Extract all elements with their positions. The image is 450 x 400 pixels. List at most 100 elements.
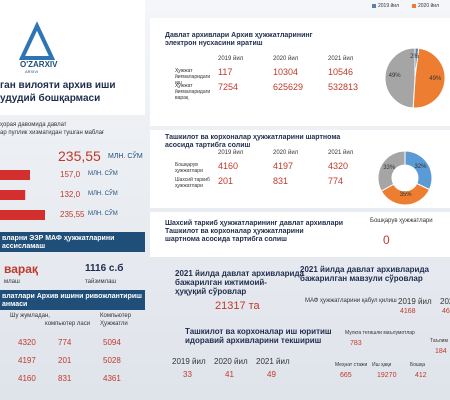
units: 1116 с.б bbox=[85, 263, 124, 274]
title: ган вилояти архив иши bbox=[0, 80, 116, 91]
request-value: 19270 bbox=[377, 372, 397, 379]
personnel-item: Бошқарув ҳужжатлари bbox=[370, 218, 433, 224]
year: 2021 йил bbox=[328, 56, 354, 62]
thematic-title: 2021 йилда давлат архивларида bbox=[300, 265, 429, 274]
row-label: Шахсий таркиб ҳужжатлари bbox=[175, 177, 210, 189]
cell: 7254 bbox=[218, 82, 239, 92]
personnel-title: шартнома асосида тартибга солиш bbox=[165, 236, 288, 243]
thematic-title: бажарилган мавзули сўровлар bbox=[300, 274, 423, 283]
revenue-bar bbox=[0, 170, 30, 180]
cell: 201 bbox=[218, 176, 234, 186]
request-value: 783 bbox=[350, 340, 362, 347]
year: 2020 йил bbox=[214, 357, 248, 366]
logo: O'ZARXIV bbox=[20, 60, 58, 69]
slice-label: 2% bbox=[410, 53, 419, 60]
slice-label: 32% bbox=[414, 164, 427, 171]
revenue-title: ар пуллик хизматидан тушган маблағ bbox=[0, 130, 105, 136]
cell: 4320 bbox=[328, 161, 349, 171]
digitize-caption: тайзимлаш bbox=[85, 279, 117, 285]
revenue-label: 132,0 bbox=[60, 190, 81, 199]
year: 2020 йил bbox=[273, 150, 299, 156]
personnel-value: 0 bbox=[383, 233, 390, 247]
cell: 10546 bbox=[328, 67, 354, 77]
program-column: Ҳужжатли bbox=[100, 321, 128, 327]
table-cell: 4197 bbox=[18, 356, 36, 365]
table-cell: 4160 bbox=[18, 374, 36, 383]
revenue-unit: МЛН. СЎМ bbox=[88, 171, 118, 177]
revenue-bar bbox=[0, 190, 26, 200]
request-label: Мулкга тегишли маълумотлар bbox=[345, 330, 415, 336]
revenue-unit: МЛН. СЎМ bbox=[88, 191, 118, 197]
personnel-title: Ташкилот ва корхоналар ҳужжатларини bbox=[165, 228, 304, 235]
contract-title: Ташкилот ва корхоналар ҳужжатларини шарт… bbox=[165, 134, 341, 141]
personnel-card bbox=[150, 212, 450, 257]
revenue-title: ҳорая давомида давлат bbox=[0, 122, 67, 128]
value: 33 bbox=[183, 370, 192, 379]
revenue-total: 235,55 bbox=[58, 148, 101, 164]
table-cell: 4320 bbox=[18, 338, 36, 347]
year: 2021 йил bbox=[328, 150, 354, 156]
year: 2019 йил bbox=[172, 357, 206, 366]
table-cell: 5094 bbox=[103, 338, 121, 347]
personnel-title: Шахсий таркиб ҳужжатларининг давлат архи… bbox=[165, 220, 344, 227]
table-cell: 201 bbox=[58, 356, 72, 365]
title: удудий бошқармаси bbox=[0, 93, 101, 104]
revenue-unit: МЛН. СЎМ bbox=[108, 153, 143, 160]
year: 2019 йил bbox=[218, 150, 244, 156]
cell: 4197 bbox=[273, 161, 294, 171]
pie-slice bbox=[412, 47, 446, 109]
electronic-title: Давлат архивлари Архив ҳужжатларининг bbox=[165, 32, 313, 39]
cell: 774 bbox=[328, 176, 344, 186]
social-value: 21317 та bbox=[215, 300, 260, 312]
legend-label: 2019 йил bbox=[378, 3, 400, 9]
row-label: Ҳужжат йиғмаларидаги иш bbox=[175, 68, 211, 86]
cell: 625629 bbox=[273, 82, 304, 92]
year: 2019 йил bbox=[218, 56, 244, 62]
logo-mark bbox=[18, 21, 56, 60]
slice-label: 35% bbox=[399, 192, 412, 199]
program-subhead: Шу жумладан, bbox=[10, 313, 50, 319]
header-band bbox=[0, 232, 145, 252]
inspection-title: идоравий архивларини текшириш bbox=[185, 336, 322, 345]
request-label: Иш ҳақи bbox=[372, 362, 392, 368]
table-cell: 831 bbox=[58, 374, 72, 383]
pie-slice bbox=[377, 150, 406, 192]
inspection-title: Ташкилот ва корхоналар иш юритиш bbox=[185, 327, 332, 336]
request-label: Таълим bbox=[430, 338, 448, 344]
table-cell: 4361 bbox=[103, 374, 121, 383]
social-title: 2021 йилда давлат архивларида bbox=[175, 269, 304, 278]
digitize-title: ассисламаш bbox=[2, 243, 46, 250]
table-cell: 5028 bbox=[103, 356, 121, 365]
value: 464 bbox=[442, 308, 450, 315]
value: 4168 bbox=[400, 308, 416, 315]
program-band bbox=[0, 290, 145, 310]
thematic-item: МАФ ҳужжатларини қабул қилиш bbox=[305, 298, 397, 304]
year: 2020 йил bbox=[440, 297, 450, 306]
table-cell: 774 bbox=[58, 338, 72, 347]
cell: 117 bbox=[218, 67, 233, 77]
legend-swatch bbox=[372, 4, 376, 8]
revenue-bar bbox=[0, 210, 45, 220]
cell: 10304 bbox=[273, 67, 299, 77]
slice-label: 49% bbox=[388, 73, 401, 80]
program-title: влатлари Архив ишини ривожлантириш bbox=[2, 293, 142, 300]
request-value: 412 bbox=[415, 372, 427, 379]
row-label: Ҳужжат йиғмаларидаги варақ bbox=[175, 83, 211, 101]
program-column: Компьютер bbox=[100, 313, 132, 319]
digitize-title: вларни ЭЗР МАФ ҳужжатларини bbox=[2, 235, 115, 242]
slice-label: 49% bbox=[429, 75, 442, 82]
program-column: компьютер ласи bbox=[45, 321, 91, 327]
value: 49 bbox=[267, 370, 276, 379]
program-title: анмаси bbox=[2, 301, 28, 308]
request-value: 665 bbox=[340, 372, 352, 379]
pie-slice bbox=[404, 150, 433, 191]
social-title: бажарилган ижтимоий- bbox=[175, 278, 267, 287]
year: 2020 йил bbox=[273, 56, 299, 62]
cell: 532813 bbox=[328, 82, 359, 92]
revenue-unit: МЛН. СЎМ bbox=[88, 211, 118, 217]
slice-label: 33% bbox=[383, 164, 396, 171]
year: 2019 йил bbox=[398, 297, 432, 306]
year: 2021 йил bbox=[256, 357, 290, 366]
